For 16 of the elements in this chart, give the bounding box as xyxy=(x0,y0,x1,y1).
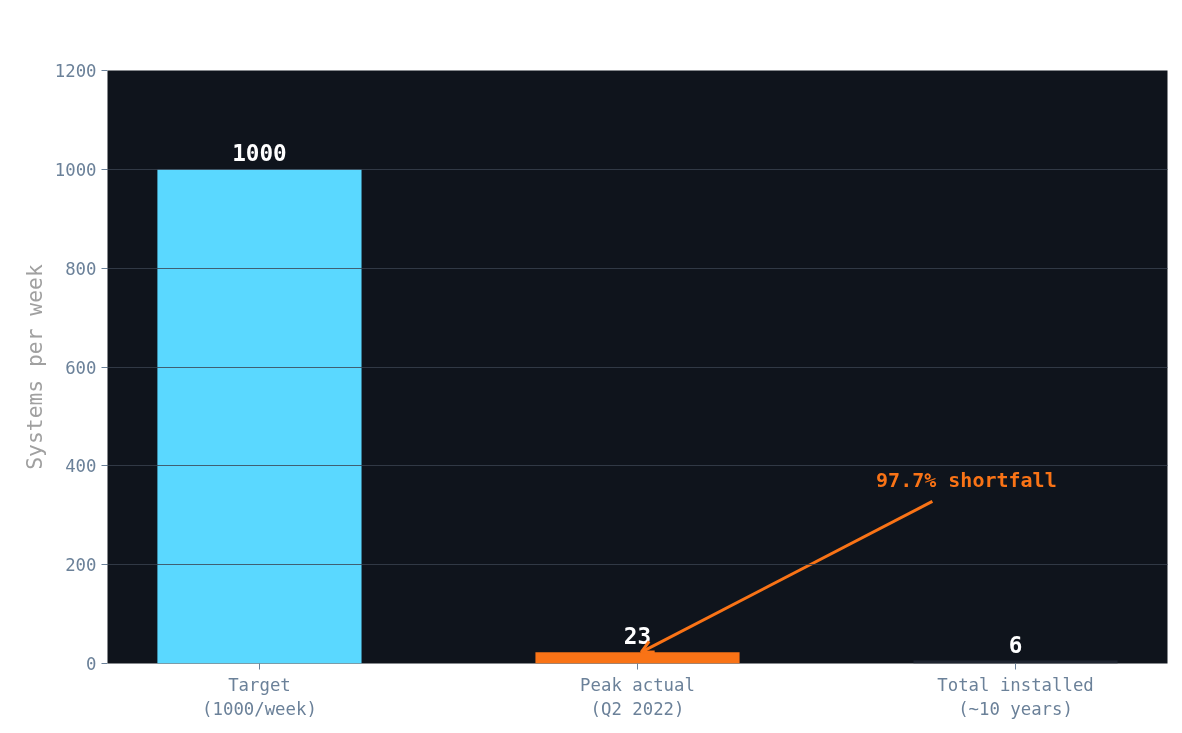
data-label: 23 xyxy=(623,623,652,650)
data-label: 6 xyxy=(1008,631,1023,658)
annotation: 97.7% shortfall xyxy=(876,467,1057,492)
y-tick-label: 600 xyxy=(65,357,97,378)
y-tick-label: 400 xyxy=(65,456,97,477)
data-label: 1000 xyxy=(232,140,287,167)
y-tick-label: 1000 xyxy=(54,159,97,180)
y-tick-label: 1200 xyxy=(54,61,97,81)
x-tick-label: Peak actual (Q2 2022) xyxy=(580,674,695,719)
bar xyxy=(157,169,362,664)
x-tick-label: Total installed (~10 years) xyxy=(937,674,1094,719)
x-tick-label: Target (1000/week) xyxy=(202,674,317,719)
y-tick-label: 0 xyxy=(86,654,97,674)
y-tick-label: 800 xyxy=(65,258,97,279)
y-tick-label: 200 xyxy=(65,555,97,576)
y-axis-title: Systems per week xyxy=(21,264,47,470)
